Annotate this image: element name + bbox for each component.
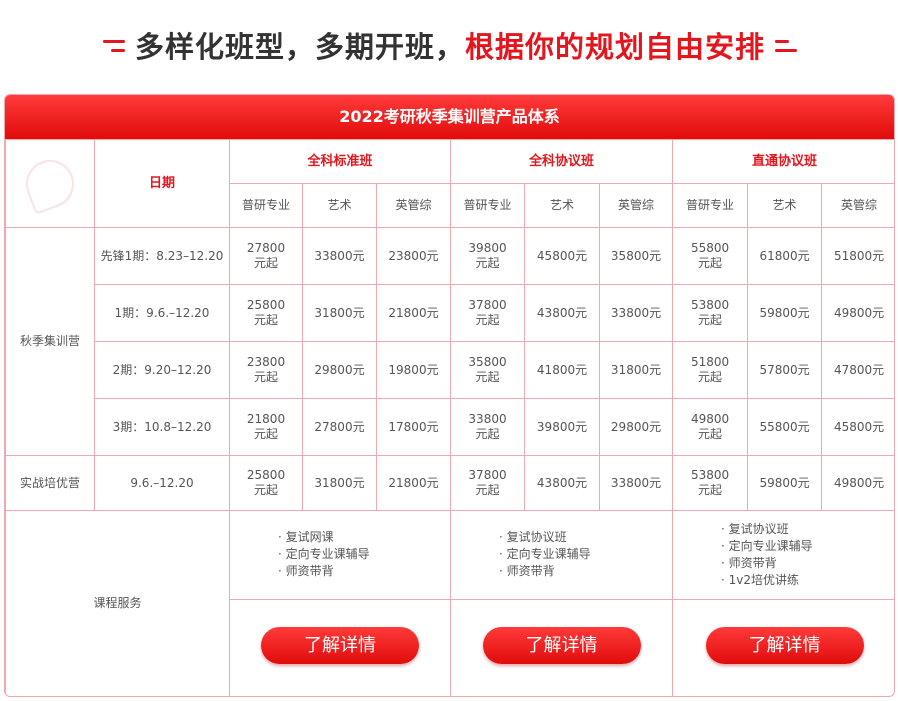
headline: 多样化班型，多期开班，根据你的规划自由安排 [0, 24, 900, 66]
section-label: 秋季集训营 [5, 227, 95, 456]
group-header-standard: 全科标准班 [228, 139, 452, 184]
period-cell: 9.6.–12.20 [94, 455, 230, 511]
price-cell: 29800元 [599, 398, 674, 456]
group-header-direct: 直通协议班 [672, 139, 894, 184]
headline-dark: 多样化班型，多期开班， [134, 30, 465, 64]
product-table: 日期 全科标准班 全科协议班 直通协议班 普研专业 艺术 英管综 普研专业 艺术 英管综普… [5, 139, 894, 696]
price-cell: 43800元 [524, 284, 601, 342]
price-cell: 23800 元起 [229, 341, 303, 399]
price-cell: 53800 元起 [672, 455, 749, 511]
price-cell: 51800 元起 [672, 341, 749, 399]
price-cell: 29800元 [302, 341, 377, 399]
price-cell: 59800元 [747, 284, 823, 342]
price-cell: 61800元 [747, 227, 823, 285]
price-cell: 33800元 [599, 455, 674, 511]
service-list: 复试协议班定向专业课辅导师资带背 [450, 510, 674, 600]
period-cell: 3期：10.8–12.20 [94, 398, 230, 456]
product-table-card: 2022考研秋季集训营产品体系 日期 全科标准班 全科协议班 直通协议班 普研专… [4, 94, 895, 697]
rocket-logo-icon [19, 152, 81, 215]
price-cell: 49800元 [821, 284, 894, 342]
service-item: 师资带背 [278, 563, 450, 580]
price-cell: 31800元 [302, 284, 377, 342]
headline-red: 根据你的规划自由安排 [465, 30, 766, 64]
service-list: 复试网课定向专业课辅导师资带背 [228, 510, 452, 600]
price-cell: 59800元 [747, 455, 823, 511]
sub-header: 普研专业 [450, 183, 526, 228]
price-cell: 37800 元起 [450, 284, 526, 342]
sub-header: 艺术 [524, 183, 601, 228]
price-cell: 37800 元起 [450, 455, 526, 511]
service-item: 定向专业课辅导 [721, 538, 894, 555]
details-button[interactable]: 了解详情 [482, 627, 641, 664]
decoration-left-icon [102, 40, 125, 52]
sub-header: 英管综 [599, 183, 674, 228]
table-banner: 2022考研秋季集训营产品体系 [5, 95, 894, 139]
details-button[interactable]: 了解详情 [261, 627, 419, 664]
service-item: 复试协议班 [721, 521, 894, 538]
service-item: 定向专业课辅导 [499, 546, 672, 563]
logo-cell [5, 139, 95, 228]
price-cell: 23800元 [375, 227, 452, 285]
service-item: 复试网课 [278, 529, 450, 546]
price-cell: 35800元 [599, 227, 674, 285]
button-cell: 了解详情 [450, 599, 674, 696]
sub-header: 普研专业 [229, 183, 303, 228]
service-list: 复试协议班定向专业课辅导师资带背1v2培优讲练 [672, 510, 894, 600]
price-cell: 49800 元起 [672, 398, 749, 456]
price-cell: 25800 元起 [229, 455, 303, 511]
period-cell: 1期：9.6.–12.20 [94, 284, 230, 342]
sub-header: 英管综 [821, 183, 894, 228]
sub-header: 艺术 [302, 183, 377, 228]
details-button[interactable]: 了解详情 [705, 627, 864, 664]
price-cell: 21800元 [375, 284, 452, 342]
price-cell: 57800元 [747, 341, 823, 399]
price-cell: 41800元 [524, 341, 601, 399]
price-cell: 43800元 [524, 455, 601, 511]
price-cell: 33800 元起 [450, 398, 526, 456]
button-cell: 了解详情 [672, 599, 894, 696]
service-item: 定向专业课辅导 [278, 546, 450, 563]
price-cell: 27800元 [302, 398, 377, 456]
price-cell: 39800 元起 [450, 227, 526, 285]
price-cell: 31800元 [599, 341, 674, 399]
button-cell: 了解详情 [228, 599, 452, 696]
price-cell: 33800元 [599, 284, 674, 342]
price-cell: 51800元 [821, 227, 894, 285]
price-cell: 45800元 [524, 227, 601, 285]
price-cell: 21800元 [375, 455, 452, 511]
price-cell: 31800元 [302, 455, 377, 511]
price-cell: 45800元 [821, 398, 894, 456]
price-cell: 35800 元起 [450, 341, 526, 399]
price-cell: 19800元 [375, 341, 452, 399]
price-cell: 55800元 [747, 398, 823, 456]
price-cell: 53800 元起 [672, 284, 749, 342]
section-label: 实战培优营 [5, 455, 95, 511]
price-cell: 21800 元起 [229, 398, 303, 456]
service-item: 1v2培优讲练 [721, 572, 894, 589]
price-cell: 33800元 [302, 227, 377, 285]
group-header-agreement: 全科协议班 [450, 139, 674, 184]
price-cell: 39800元 [524, 398, 601, 456]
services-label: 课程服务 [5, 510, 230, 696]
decoration-right-icon [775, 40, 798, 52]
price-cell: 49800元 [821, 455, 894, 511]
service-item: 师资带背 [499, 563, 672, 580]
service-item: 师资带背 [721, 555, 894, 572]
date-header: 日期 [94, 139, 230, 228]
period-cell: 先锋1期：8.23–12.20 [94, 227, 230, 285]
price-cell: 25800 元起 [229, 284, 303, 342]
sub-header: 英管综 [375, 183, 452, 228]
sub-header: 普研专业 [672, 183, 749, 228]
price-cell: 27800 元起 [229, 227, 303, 285]
price-cell: 55800 元起 [672, 227, 749, 285]
sub-header: 艺术 [747, 183, 823, 228]
price-cell: 47800元 [821, 341, 894, 399]
price-cell: 17800元 [375, 398, 452, 456]
period-cell: 2期：9.20–12.20 [94, 341, 230, 399]
service-item: 复试协议班 [499, 529, 672, 546]
